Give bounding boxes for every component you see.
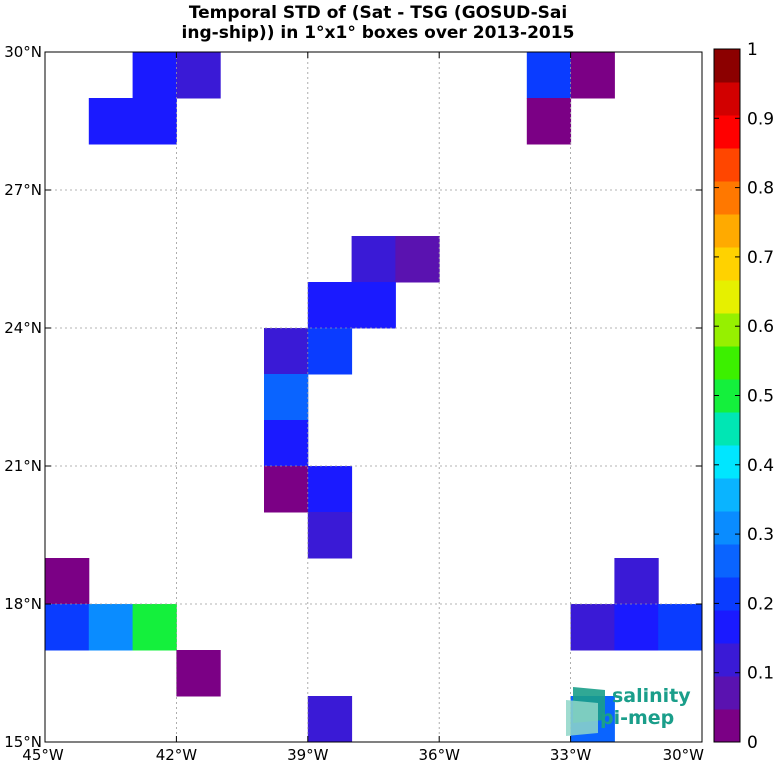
colorbar-tick-label: 0.9 [747,109,774,129]
colorbar-swatch [714,181,740,215]
colorbar-swatch [714,115,740,149]
x-tick-label: 33°W [550,746,592,763]
colorbar-swatch [714,709,740,743]
colorbar-swatch [714,280,740,314]
y-tick-label: 18°N [4,595,42,613]
heatmap-cell [307,328,353,375]
colorbar-tick-label: 0.5 [747,387,774,407]
x-tick-label: 36°W [418,746,460,763]
y-tick-label: 27°N [4,181,42,199]
plot-frame [44,51,703,743]
heatmap-cell [526,52,572,99]
heatmap-cell [264,374,309,421]
salinity-pimep-logo: salinity pi-mep [566,685,691,736]
colorbar-swatch [714,247,740,281]
heatmap-cell [351,236,396,283]
colorbar-tick-label: 0.1 [747,664,774,684]
heatmap-cells [45,52,703,743]
y-tick-label: 30°N [4,43,42,61]
colorbar-swatch [714,610,740,644]
heatmap-cell [132,604,177,651]
colorbar-swatch [714,511,740,545]
x-tick-label: 30°W [663,746,705,763]
heatmap-cell [132,52,177,99]
heatmap-cell [264,466,309,513]
colorbar: 0 0.1 0.2 0.3 0.4 0.5 0.6 0.7 0.8 0.9 1 [713,40,774,753]
x-tick-label: 42°W [156,746,198,763]
colorbar-tick-label: 0.2 [747,594,774,614]
x-tick-label: 39°W [287,746,329,763]
colorbar-swatch [714,676,740,710]
heatmap-cell [570,52,615,99]
heatmap-cell [395,236,440,283]
heatmap-cell [176,52,221,99]
colorbar-tick-label: 0.8 [747,179,774,199]
heatmap-cell [45,558,90,605]
colorbar-swatch [714,412,740,446]
colorbar-swatch [714,49,740,83]
colorbar-swatch [714,643,740,677]
colorbar-tick-label: 0.4 [747,456,774,476]
y-tick-label: 24°N [4,319,42,337]
heatmap-cell [264,328,309,375]
heatmap-cell [88,98,134,145]
chart-title-line: ing-ship)) in 1°x1° boxes over 2013-2015 [182,23,575,43]
colorbar-tick-label: 0.6 [747,317,774,337]
heatmap-cell [307,696,353,743]
y-tick-label: 21°N [4,457,42,475]
heatmap-cell [88,604,134,651]
y-tick-label: 15°N [4,733,42,751]
heatmap-cell [307,512,353,559]
heatmap-cell [307,466,353,513]
heatmap-cell [658,604,703,651]
heatmap-cell [264,420,309,467]
colorbar-tick-label: 1 [747,40,758,60]
colorbar-swatch [714,214,740,248]
colorbar-tick-label: 0.3 [747,525,774,545]
colorbar-swatch [714,544,740,578]
heatmap-cell [614,604,659,651]
colorbar-tick-label: 0.7 [747,248,774,268]
heatmap-cell [176,650,221,697]
logo-mark-shade [566,700,598,736]
heatmap-cell [132,98,177,145]
colorbar-swatch [714,478,740,512]
colorbar-swatch [714,82,740,116]
heatmap-cell [45,604,90,651]
heatmap-cell [351,282,396,329]
heatmap-cell [307,282,353,329]
logo-text-salinity: salinity [612,685,691,707]
heatmap-cell [526,98,572,145]
heatmap-cell [570,604,615,651]
heatmap-cell [614,558,659,605]
y-axis: 15°N 18°N 21°N 24°N 27°N 30°N [4,43,702,751]
chart-title: Temporal STD of (Sat - TSG (GOSUD-Saiing… [182,3,575,43]
x-tick-label: 45°W [22,746,64,763]
colorbar-swatch [714,577,740,611]
colorbar-swatch [714,346,740,380]
colorbar-tick-label: 0 [747,733,758,753]
x-axis: 45°W 42°W 39°W 36°W 33°W 30°W [22,52,704,763]
logo-text-pimep: pi-mep [600,707,674,729]
colorbar-swatch [714,445,740,479]
colorbar-swatch [714,313,740,347]
grid-lines [45,52,702,742]
chart-title-line: Temporal STD of (Sat - TSG (GOSUD-Sai [189,3,567,23]
colorbar-swatch [714,148,740,182]
